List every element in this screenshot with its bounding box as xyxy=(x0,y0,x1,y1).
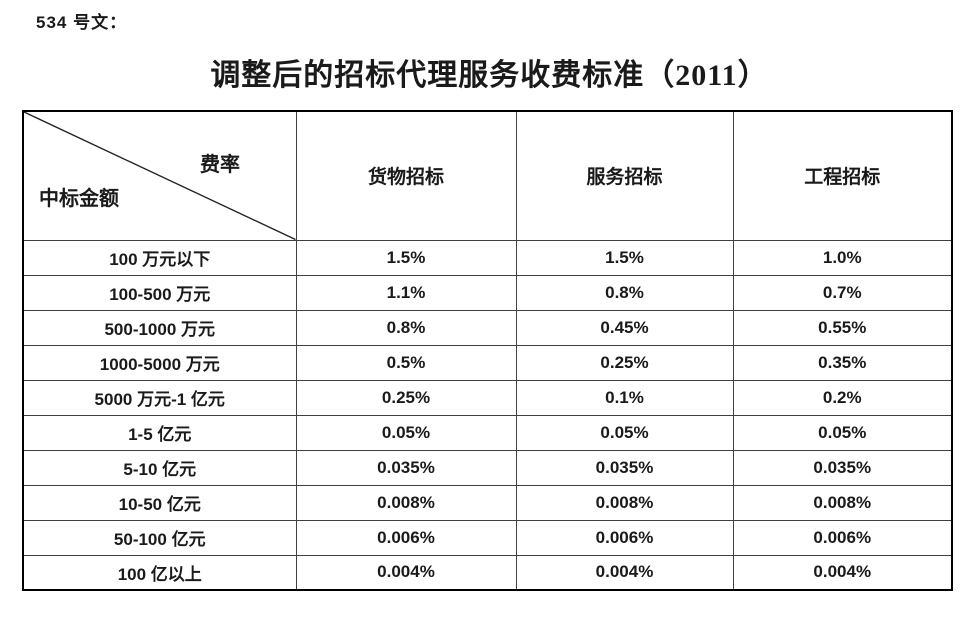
rate-cell: 0.25% xyxy=(515,344,734,381)
rate-cell: 0.008% xyxy=(515,484,734,521)
corner-rate-label: 费率 xyxy=(200,154,240,176)
header-row: 费率 中标金额 货物招标 服务招标 工程招标 xyxy=(22,110,953,241)
diagonal-divider-line xyxy=(24,112,296,240)
table-row: 50-100 亿元 0.006% 0.006% 0.006% xyxy=(22,519,953,556)
row-label: 100 亿以上 xyxy=(22,554,297,591)
row-label: 500-1000 万元 xyxy=(22,309,297,346)
rate-cell: 0.45% xyxy=(515,309,734,346)
rate-cell: 0.05% xyxy=(732,414,953,451)
page-title: 调整后的招标代理服务收费标准（2011） xyxy=(210,59,769,92)
rate-cell: 0.004% xyxy=(515,554,734,591)
rate-cell: 0.004% xyxy=(732,554,953,591)
doc-number-label: 534 号文： xyxy=(36,13,128,32)
rate-cell: 0.035% xyxy=(295,449,517,486)
rate-cell: 0.1% xyxy=(515,379,734,416)
rate-cell: 0.035% xyxy=(732,449,953,486)
table-row: 5000 万元-1 亿元 0.25% 0.1% 0.2% xyxy=(22,379,953,416)
rate-cell: 0.05% xyxy=(515,414,734,451)
column-header-engineering: 工程招标 xyxy=(732,110,953,241)
row-label: 100-500 万元 xyxy=(22,274,297,311)
table-row: 100-500 万元 1.1% 0.8% 0.7% xyxy=(22,274,953,311)
rate-cell: 0.7% xyxy=(732,274,953,311)
rate-cell: 1.1% xyxy=(295,274,517,311)
row-label: 50-100 亿元 xyxy=(22,519,297,556)
rate-cell: 0.8% xyxy=(515,274,734,311)
rate-cell: 0.004% xyxy=(295,554,517,591)
table-row: 100 亿以上 0.004% 0.004% 0.004% xyxy=(22,554,953,591)
table-row: 500-1000 万元 0.8% 0.45% 0.55% xyxy=(22,309,953,346)
row-label: 1-5 亿元 xyxy=(22,414,297,451)
rate-cell: 0.8% xyxy=(295,309,517,346)
table-row: 100 万元以下 1.5% 1.5% 1.0% xyxy=(22,239,953,276)
table-row: 1000-5000 万元 0.5% 0.25% 0.35% xyxy=(22,344,953,381)
rate-cell: 0.006% xyxy=(732,519,953,556)
rate-cell: 0.2% xyxy=(732,379,953,416)
rate-cell: 0.008% xyxy=(295,484,517,521)
column-header-services: 服务招标 xyxy=(515,110,734,241)
fee-rate-table: 费率 中标金额 货物招标 服务招标 工程招标 100 万元以下 1.5% 1.5… xyxy=(22,110,953,591)
table-row: 10-50 亿元 0.008% 0.008% 0.008% xyxy=(22,484,953,521)
rate-cell: 0.035% xyxy=(515,449,734,486)
rate-cell: 1.5% xyxy=(515,239,734,276)
table-row: 5-10 亿元 0.035% 0.035% 0.035% xyxy=(22,449,953,486)
rate-cell: 0.006% xyxy=(295,519,517,556)
rate-cell: 1.5% xyxy=(295,239,517,276)
diagonal-corner-cell: 费率 中标金额 xyxy=(22,110,297,241)
corner-amount-label: 中标金额 xyxy=(39,188,119,210)
column-header-goods: 货物招标 xyxy=(295,110,517,241)
rate-cell: 0.25% xyxy=(295,379,517,416)
rate-cell: 0.55% xyxy=(732,309,953,346)
rate-cell: 0.05% xyxy=(295,414,517,451)
rate-cell: 0.35% xyxy=(732,344,953,381)
rate-cell: 0.5% xyxy=(295,344,517,381)
table-row: 1-5 亿元 0.05% 0.05% 0.05% xyxy=(22,414,953,451)
rate-cell: 0.006% xyxy=(515,519,734,556)
row-label: 5000 万元-1 亿元 xyxy=(22,379,297,416)
rate-cell: 0.008% xyxy=(732,484,953,521)
row-label: 100 万元以下 xyxy=(22,239,297,276)
rate-cell: 1.0% xyxy=(732,239,953,276)
row-label: 1000-5000 万元 xyxy=(22,344,297,381)
row-label: 10-50 亿元 xyxy=(22,484,297,521)
row-label: 5-10 亿元 xyxy=(22,449,297,486)
